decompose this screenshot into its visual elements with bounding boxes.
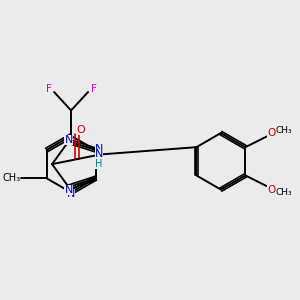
Text: N: N	[64, 135, 73, 145]
Text: O: O	[76, 125, 85, 135]
Text: N: N	[95, 144, 103, 154]
Text: O: O	[267, 128, 275, 138]
Text: F: F	[46, 84, 51, 94]
Text: CH₃: CH₃	[2, 173, 20, 183]
Text: N: N	[95, 149, 103, 159]
Text: CH₃: CH₃	[275, 188, 292, 197]
Text: N: N	[67, 189, 75, 199]
Text: H: H	[95, 159, 103, 169]
Text: CH₃: CH₃	[275, 126, 292, 135]
Text: O: O	[267, 184, 275, 195]
Text: F: F	[91, 84, 97, 94]
Text: N: N	[64, 185, 73, 195]
